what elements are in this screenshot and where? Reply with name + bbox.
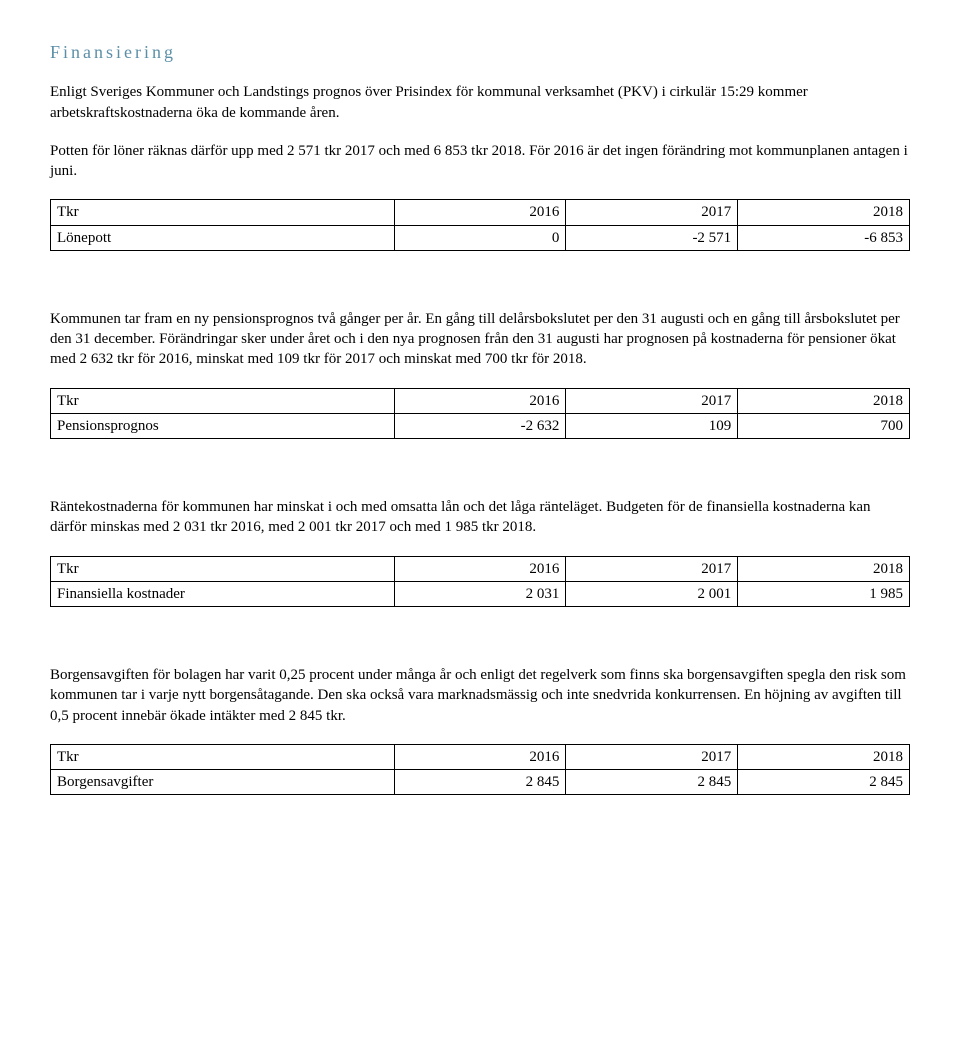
cell-label: Lönepott [51, 225, 395, 250]
header-2016: 2016 [394, 388, 566, 413]
paragraph-borgensavgift: Borgensavgiften för bolagen har varit 0,… [50, 665, 910, 726]
cell-2017: 2 001 [566, 581, 738, 606]
cell-2017: 109 [566, 413, 738, 438]
header-2017: 2017 [566, 200, 738, 225]
paragraph-intro-1: Enligt Sveriges Kommuner och Landstings … [50, 82, 910, 123]
paragraph-pension: Kommunen tar fram en ny pensionsprognos … [50, 309, 910, 370]
header-2018: 2018 [738, 744, 910, 769]
table-row: Pensionsprognos -2 632 109 700 [51, 413, 910, 438]
header-2016: 2016 [394, 744, 566, 769]
table-borgensavgifter: Tkr 2016 2017 2018 Borgensavgifter 2 845… [50, 744, 910, 796]
cell-2018: -6 853 [738, 225, 910, 250]
paragraph-rantekostnader: Räntekostnaderna för kommunen har minska… [50, 497, 910, 538]
header-2018: 2018 [738, 200, 910, 225]
cell-2018: 700 [738, 413, 910, 438]
table-lonepott: Tkr 2016 2017 2018 Lönepott 0 -2 571 -6 … [50, 199, 910, 251]
table-row: Tkr 2016 2017 2018 [51, 388, 910, 413]
table-finansiella: Tkr 2016 2017 2018 Finansiella kostnader… [50, 556, 910, 608]
header-2018: 2018 [738, 388, 910, 413]
cell-label: Borgensavgifter [51, 770, 395, 795]
cell-label: Pensionsprognos [51, 413, 395, 438]
header-2016: 2016 [394, 200, 566, 225]
cell-2016: 2 031 [394, 581, 566, 606]
header-2016: 2016 [394, 556, 566, 581]
header-2018: 2018 [738, 556, 910, 581]
header-2017: 2017 [566, 388, 738, 413]
section-title: Finansiering [50, 40, 910, 64]
paragraph-intro-2: Potten för löner räknas därför upp med 2… [50, 141, 910, 182]
header-tkr: Tkr [51, 556, 395, 581]
table-row: Lönepott 0 -2 571 -6 853 [51, 225, 910, 250]
cell-2018: 1 985 [738, 581, 910, 606]
cell-2016: 2 845 [394, 770, 566, 795]
table-row: Tkr 2016 2017 2018 [51, 556, 910, 581]
cell-2017: -2 571 [566, 225, 738, 250]
table-row: Borgensavgifter 2 845 2 845 2 845 [51, 770, 910, 795]
header-2017: 2017 [566, 744, 738, 769]
header-tkr: Tkr [51, 744, 395, 769]
cell-2018: 2 845 [738, 770, 910, 795]
cell-2016: -2 632 [394, 413, 566, 438]
table-row: Finansiella kostnader 2 031 2 001 1 985 [51, 581, 910, 606]
header-tkr: Tkr [51, 388, 395, 413]
header-tkr: Tkr [51, 200, 395, 225]
cell-label: Finansiella kostnader [51, 581, 395, 606]
cell-2016: 0 [394, 225, 566, 250]
cell-2017: 2 845 [566, 770, 738, 795]
header-2017: 2017 [566, 556, 738, 581]
table-row: Tkr 2016 2017 2018 [51, 200, 910, 225]
table-row: Tkr 2016 2017 2018 [51, 744, 910, 769]
table-pensionsprognos: Tkr 2016 2017 2018 Pensionsprognos -2 63… [50, 388, 910, 440]
